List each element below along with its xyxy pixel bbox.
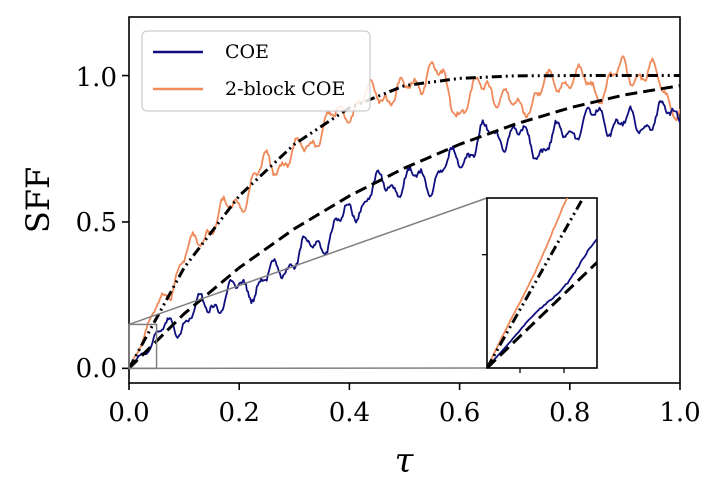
legend-label-coe: COE [225, 41, 269, 63]
y-tick-label: 0.5 [76, 208, 117, 238]
x-tick-label: 0.4 [329, 398, 370, 428]
inset-series-line-3 [487, 198, 585, 368]
series-line-1 [129, 55, 680, 369]
legend-label-2block-coe: 2-block COE [225, 78, 345, 100]
zoom-connector-top [128, 197, 488, 326]
inset-series-line-0 [487, 238, 597, 368]
series-line-0 [129, 100, 680, 369]
x-tick-label: 0.6 [439, 398, 480, 428]
zoom-indicator [128, 197, 488, 370]
x-tick-labels: 0.0 0.2 0.4 0.6 0.8 1.0 [108, 398, 700, 428]
y-tick-label: 1.0 [76, 63, 117, 93]
inset-ticks [482, 254, 565, 373]
y-tick-label: 0.0 [76, 354, 117, 384]
series-line-2 [129, 84, 680, 370]
x-tick-label: 0.0 [108, 398, 149, 428]
x-tick-label: 1.0 [659, 398, 700, 428]
series-group [129, 55, 680, 370]
inset-frame [486, 197, 598, 369]
x-tick-label: 0.2 [219, 398, 260, 428]
y-axis-title: SFF [19, 167, 57, 233]
axis-ticks [122, 74, 681, 390]
inset-series-line-1 [487, 198, 569, 368]
x-tick-label: 0.8 [549, 398, 590, 428]
y-tick-labels: 0.0 0.5 1.0 [76, 63, 117, 384]
legend: COE 2-block COE [141, 30, 371, 112]
x-axis-title: τ [395, 441, 415, 481]
inset-series-line-2 [487, 261, 597, 368]
inset-series-group [487, 198, 597, 368]
